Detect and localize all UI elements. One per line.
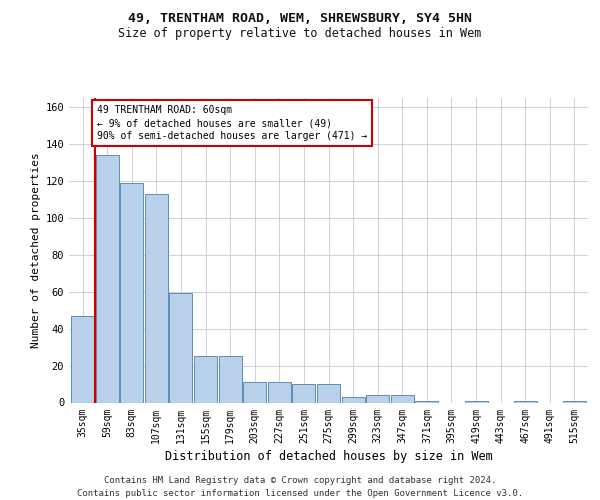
Bar	[415, 400, 439, 402]
Text: 49 TRENTHAM ROAD: 60sqm
← 9% of detached houses are smaller (49)
90% of semi-det: 49 TRENTHAM ROAD: 60sqm ← 9% of detached…	[97, 105, 367, 142]
Text: Size of property relative to detached houses in Wem: Size of property relative to detached ho…	[118, 28, 482, 40]
Bar	[120, 182, 143, 402]
Bar	[391, 395, 414, 402]
Text: Contains HM Land Registry data © Crown copyright and database right 2024.
Contai: Contains HM Land Registry data © Crown c…	[77, 476, 523, 498]
Bar	[194, 356, 217, 403]
Bar	[341, 397, 365, 402]
Bar	[71, 316, 94, 402]
Bar	[95, 155, 119, 402]
Bar	[145, 194, 168, 402]
Bar	[366, 395, 389, 402]
Bar	[563, 400, 586, 402]
Bar	[317, 384, 340, 402]
X-axis label: Distribution of detached houses by size in Wem: Distribution of detached houses by size …	[164, 450, 493, 462]
Y-axis label: Number of detached properties: Number of detached properties	[31, 152, 41, 348]
Bar	[464, 400, 488, 402]
Bar	[514, 400, 537, 402]
Bar	[243, 382, 266, 402]
Bar	[292, 384, 316, 402]
Bar	[169, 294, 193, 403]
Bar	[268, 382, 291, 402]
Text: 49, TRENTHAM ROAD, WEM, SHREWSBURY, SY4 5HN: 49, TRENTHAM ROAD, WEM, SHREWSBURY, SY4 …	[128, 12, 472, 26]
Bar	[218, 356, 242, 403]
